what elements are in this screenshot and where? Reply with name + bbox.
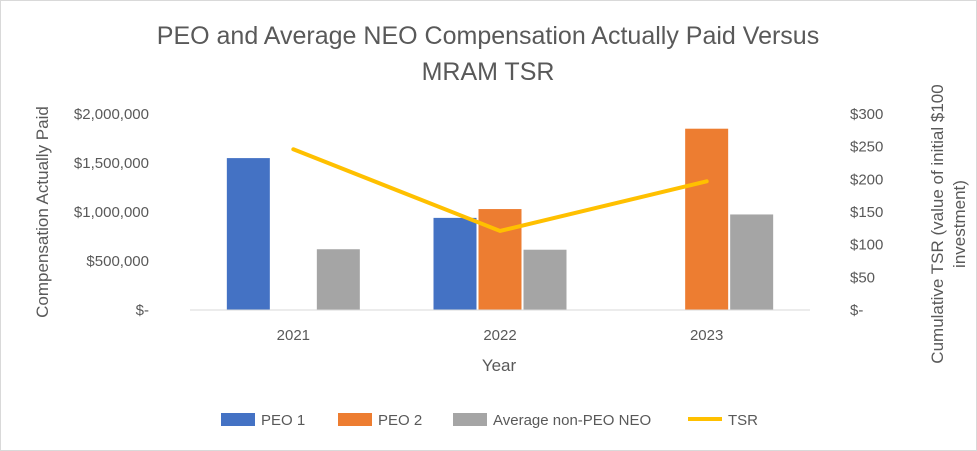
- legend: PEO 1 PEO 2 Average non-PEO NEO TSR: [221, 412, 758, 429]
- bar-average-non-peo-neo-2022: [523, 249, 567, 310]
- legend-label-peo-1: PEO 1: [261, 412, 305, 429]
- y-axis-right-title-line2: investment): [950, 180, 969, 268]
- legend-label-tsr: TSR: [728, 412, 758, 429]
- y-axis-left-title: Compensation Actually Paid: [33, 106, 52, 318]
- bar-average-non-peo-neo-2023: [730, 214, 774, 310]
- x-tick-label: 2023: [690, 327, 723, 344]
- chart-title-line2: MRAM TSR: [422, 58, 555, 86]
- y-left-tick-label: $2,000,000: [74, 106, 149, 123]
- legend-label-peo-2: PEO 2: [378, 412, 422, 429]
- y-left-tick-label: $1,500,000: [74, 155, 149, 172]
- y-right-tick-label: $250: [850, 139, 883, 156]
- legend-swatch-peo-2: [338, 413, 372, 426]
- bar-peo-2-2023: [685, 128, 729, 310]
- y-left-tick-label: $-: [136, 302, 149, 319]
- y-right-tick-label: $-: [850, 302, 863, 319]
- y-axis-right-title-line1: Cumulative TSR (value of initial $100: [928, 84, 947, 363]
- legend-swatch-peo-1: [221, 413, 255, 426]
- bar-peo-1-2021: [226, 158, 270, 310]
- tsr-line: [291, 147, 709, 233]
- legend-swatch-average-non-peo-neo: [453, 413, 487, 426]
- bar-peo-1-2022: [433, 217, 477, 310]
- y-right-tick-label: $50: [850, 269, 875, 286]
- y-right-tick-label: $200: [850, 171, 883, 188]
- chart-title-line1: PEO and Average NEO Compensation Actuall…: [157, 22, 819, 50]
- bar-average-non-peo-neo-2021: [316, 249, 360, 310]
- y-right-tick-label: $100: [850, 237, 883, 254]
- y-right-tick-label: $150: [850, 204, 883, 221]
- y-left-tick-label: $500,000: [86, 253, 149, 270]
- x-axis-title: Year: [482, 356, 517, 375]
- legend-label-average-non-peo-neo: Average non-PEO NEO: [493, 412, 651, 429]
- x-tick-label: 2022: [483, 327, 516, 344]
- y-right-tick-label: $300: [850, 106, 883, 123]
- x-tick-label: 2021: [277, 327, 310, 344]
- y-left-tick-label: $1,000,000: [74, 204, 149, 221]
